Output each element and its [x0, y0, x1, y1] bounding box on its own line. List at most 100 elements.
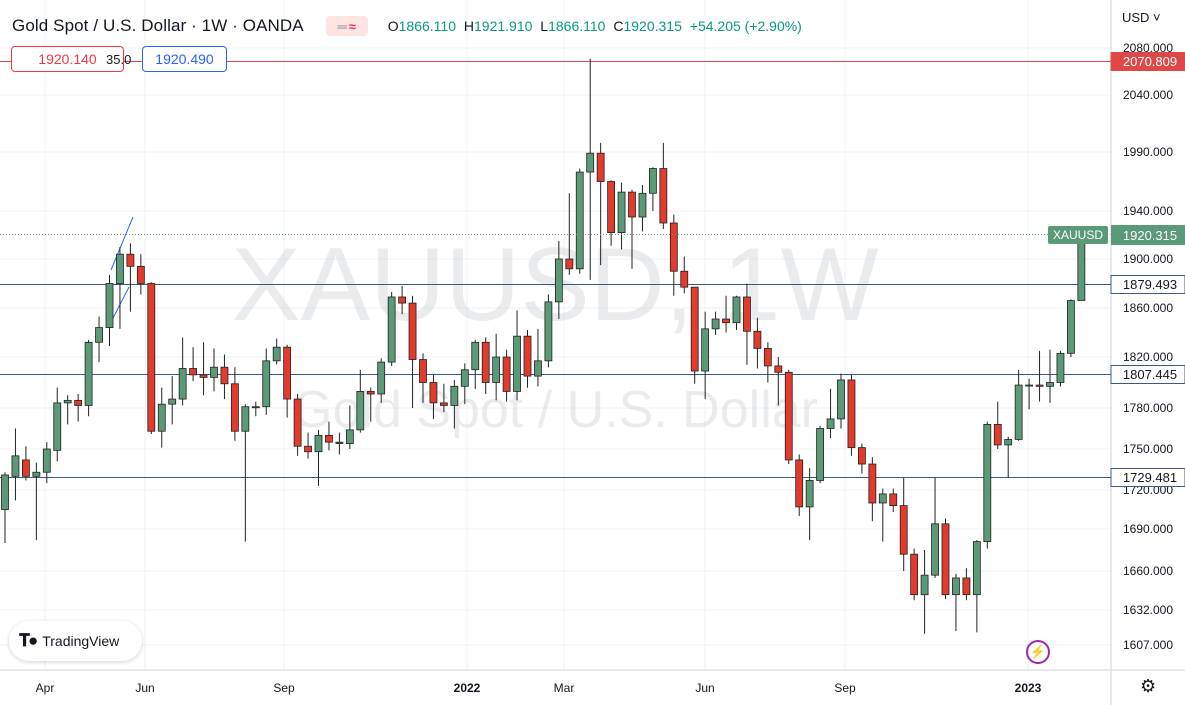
candle — [335, 432, 344, 455]
price-tick-label: 1660.000 — [1123, 564, 1173, 578]
price-tick-label: 1860.000 — [1123, 301, 1173, 315]
candle-body — [63, 399, 72, 404]
candle — [1056, 350, 1065, 387]
symbol-title[interactable]: Gold Spot / U.S. Dollar · 1W · OANDA — [12, 16, 304, 35]
candle-body — [878, 493, 887, 504]
candle — [659, 142, 668, 229]
candle-body — [554, 258, 563, 303]
candle — [544, 294, 553, 368]
candle — [481, 337, 490, 394]
candle — [774, 357, 783, 406]
candle — [471, 339, 480, 389]
candle — [377, 358, 386, 403]
candle-body — [157, 403, 166, 432]
sell-button[interactable]: 1920.140 — [11, 46, 124, 72]
candle-body — [847, 379, 856, 449]
candle — [889, 488, 898, 513]
candle — [931, 477, 939, 578]
price-tick-label: 1900.000 — [1123, 252, 1173, 266]
time-tick-label: 2023 — [1015, 681, 1042, 695]
candle-body — [429, 382, 438, 404]
candle-body — [931, 523, 939, 576]
candle-body — [983, 423, 992, 542]
candle — [596, 142, 605, 266]
candle-body — [272, 346, 281, 362]
candle-body — [941, 523, 950, 596]
candle — [962, 568, 971, 601]
candle — [272, 338, 281, 365]
candle-body — [345, 429, 354, 444]
trend-line-upper[interactable] — [110, 216, 134, 271]
candle — [554, 241, 563, 320]
high-value: 1921.910 — [474, 18, 533, 34]
candle — [617, 182, 626, 250]
candle-body — [805, 480, 814, 508]
settings-gear-icon[interactable]: ⚙ — [1140, 676, 1157, 696]
candle-body — [293, 398, 302, 447]
level-tag-text: 1879.493 — [1123, 277, 1177, 292]
candle — [314, 429, 323, 486]
candle — [1014, 369, 1023, 441]
candle-body — [920, 574, 929, 596]
candle — [262, 348, 271, 415]
candle — [972, 540, 981, 633]
candle — [42, 442, 51, 484]
chart-header: Gold Spot / U.S. Dollar · 1W · OANDA ═ ≈… — [12, 14, 806, 38]
candle — [795, 454, 804, 516]
candle — [32, 462, 41, 541]
market-status-badge[interactable]: ═ ≈ — [325, 16, 368, 36]
candle — [649, 167, 657, 211]
candle-body — [1077, 234, 1086, 301]
time-tick-label: Sep — [834, 681, 856, 695]
candle-body — [251, 406, 260, 409]
candle-body — [575, 171, 584, 270]
level-tag — [1110, 52, 1185, 71]
time-tick-label: Apr — [36, 681, 55, 695]
candle — [743, 283, 751, 365]
low-value: 1866.110 — [548, 18, 606, 34]
candle — [669, 214, 678, 296]
candle — [763, 342, 772, 383]
candle-body — [262, 360, 271, 408]
candle — [920, 550, 929, 634]
price-tick-label: 1750.000 — [1123, 442, 1173, 456]
candle-body — [1025, 384, 1033, 387]
time-tick-label: Sep — [273, 681, 295, 695]
candle — [711, 311, 720, 335]
candle-body — [1056, 352, 1065, 383]
candle-body — [11, 455, 20, 477]
candle-body — [649, 168, 657, 194]
candle — [419, 353, 427, 403]
open-value: 1866.110 — [398, 18, 456, 34]
candle-body — [126, 253, 135, 267]
price-tick-label: 1990.000 — [1123, 145, 1173, 159]
candle-body — [868, 463, 877, 504]
candle — [1067, 299, 1075, 357]
candle — [513, 310, 521, 401]
candle-body — [596, 152, 605, 182]
candle — [502, 349, 511, 402]
last-price-tag-text: 1920.315 — [1123, 228, 1177, 243]
candle-body — [220, 366, 229, 385]
candle — [450, 379, 459, 429]
candle-body — [136, 265, 145, 284]
candle-body — [972, 541, 981, 596]
currency-select[interactable]: USD ˅ — [1122, 10, 1161, 25]
candle-body — [1014, 384, 1023, 440]
candle-body — [669, 222, 678, 272]
candle — [220, 354, 229, 400]
candle — [126, 243, 135, 312]
price-tick-label: 1607.000 — [1123, 638, 1173, 652]
candle-body — [105, 283, 114, 328]
candle-body — [147, 283, 156, 432]
candle-body — [1, 474, 9, 510]
candle — [523, 330, 532, 388]
candle — [565, 193, 574, 275]
buy-button[interactable]: 1920.490 — [142, 46, 227, 72]
candle — [251, 401, 260, 417]
candle-body — [899, 505, 908, 555]
tradingview-logo[interactable]: 𝐓● TradingView — [9, 621, 142, 661]
candle-body — [116, 253, 124, 284]
lightning-icon[interactable]: ⚡ — [1026, 640, 1050, 664]
